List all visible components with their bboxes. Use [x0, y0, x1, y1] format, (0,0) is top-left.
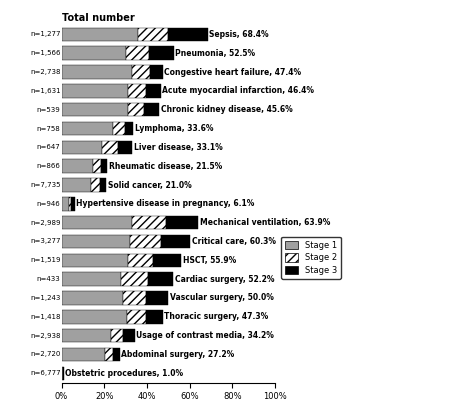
Bar: [110, 329, 123, 342]
Bar: [128, 84, 146, 98]
Text: n=433: n=433: [37, 276, 61, 282]
Bar: [62, 310, 127, 324]
Text: n=1,243: n=1,243: [30, 295, 61, 301]
Text: Mechanical ventilation, 63.9%: Mechanical ventilation, 63.9%: [200, 218, 330, 227]
Text: n=3,277: n=3,277: [30, 238, 61, 245]
Bar: [166, 216, 198, 230]
Text: n=2,989: n=2,989: [30, 220, 61, 225]
Text: Total number: Total number: [62, 13, 134, 23]
Bar: [146, 310, 163, 324]
Bar: [62, 216, 132, 230]
Text: Obstetric procedures, 1.0%: Obstetric procedures, 1.0%: [65, 369, 183, 378]
Bar: [91, 178, 100, 192]
Text: n=647: n=647: [37, 144, 61, 150]
Bar: [123, 329, 135, 342]
Bar: [148, 272, 173, 286]
Bar: [121, 272, 148, 286]
Text: n=1,631: n=1,631: [30, 88, 61, 94]
Text: Thoracic surgery, 47.3%: Thoracic surgery, 47.3%: [164, 312, 268, 321]
Bar: [123, 291, 146, 305]
Text: n=2,938: n=2,938: [30, 333, 61, 339]
Text: HSCT, 55.9%: HSCT, 55.9%: [182, 256, 236, 265]
Bar: [128, 253, 153, 267]
Bar: [153, 253, 181, 267]
Bar: [102, 141, 118, 154]
Text: Rheumatic disease, 21.5%: Rheumatic disease, 21.5%: [109, 162, 222, 171]
Bar: [62, 65, 132, 79]
Text: Lymphoma, 33.6%: Lymphoma, 33.6%: [135, 124, 213, 133]
Bar: [113, 348, 119, 361]
Bar: [62, 235, 130, 248]
Text: Sepsis, 68.4%: Sepsis, 68.4%: [209, 30, 269, 39]
Text: Congestive heart failure, 47.4%: Congestive heart failure, 47.4%: [164, 67, 301, 77]
Legend: Stage 1, Stage 2, Stage 3: Stage 1, Stage 2, Stage 3: [281, 237, 341, 279]
Bar: [62, 103, 128, 116]
Bar: [62, 178, 91, 192]
Bar: [132, 216, 166, 230]
Text: Usage of contrast media, 34.2%: Usage of contrast media, 34.2%: [136, 331, 274, 340]
Bar: [62, 291, 123, 305]
Bar: [62, 122, 113, 135]
Bar: [62, 27, 138, 41]
Text: n=2,738: n=2,738: [30, 69, 61, 75]
Text: Cardiac surgery, 52.2%: Cardiac surgery, 52.2%: [174, 275, 274, 284]
Bar: [146, 84, 161, 98]
Text: Chronic kidney disease, 45.6%: Chronic kidney disease, 45.6%: [161, 105, 292, 114]
Bar: [138, 27, 168, 41]
Bar: [62, 329, 110, 342]
Bar: [149, 47, 173, 60]
Text: n=539: n=539: [37, 106, 61, 113]
Bar: [101, 159, 108, 173]
Bar: [92, 159, 101, 173]
Bar: [126, 47, 149, 60]
Text: n=1,519: n=1,519: [30, 258, 61, 263]
Bar: [62, 366, 63, 380]
Bar: [161, 235, 190, 248]
Text: Acute myocardial infarction, 46.4%: Acute myocardial infarction, 46.4%: [162, 87, 314, 95]
Text: Abdominal surgery, 27.2%: Abdominal surgery, 27.2%: [121, 350, 235, 359]
Text: Critical care, 60.3%: Critical care, 60.3%: [192, 237, 276, 246]
Text: n=1,418: n=1,418: [30, 314, 61, 320]
Text: n=1,277: n=1,277: [30, 31, 61, 37]
Bar: [168, 27, 208, 41]
Text: Hypertensive disease in pregnancy, 6.1%: Hypertensive disease in pregnancy, 6.1%: [76, 199, 255, 208]
Text: Liver disease, 33.1%: Liver disease, 33.1%: [134, 143, 223, 152]
Bar: [62, 197, 69, 210]
Bar: [150, 65, 163, 79]
Text: Pneumonia, 52.5%: Pneumonia, 52.5%: [175, 49, 255, 58]
Bar: [100, 178, 106, 192]
Bar: [62, 141, 102, 154]
Bar: [132, 65, 150, 79]
Bar: [62, 47, 126, 60]
Bar: [128, 103, 144, 116]
Bar: [130, 235, 161, 248]
Bar: [125, 122, 133, 135]
Text: Vascular surgery, 50.0%: Vascular surgery, 50.0%: [170, 293, 274, 302]
Text: n=866: n=866: [36, 163, 61, 169]
Text: n=7,735: n=7,735: [30, 182, 61, 188]
Text: n=1,566: n=1,566: [30, 50, 61, 56]
Bar: [62, 272, 121, 286]
Text: n=2,720: n=2,720: [30, 352, 61, 357]
Text: n=946: n=946: [37, 201, 61, 207]
Bar: [144, 103, 159, 116]
Bar: [127, 310, 146, 324]
Bar: [118, 141, 132, 154]
Bar: [69, 197, 71, 210]
Text: Solid cancer, 21.0%: Solid cancer, 21.0%: [108, 181, 192, 190]
Bar: [146, 291, 168, 305]
Text: n=758: n=758: [37, 126, 61, 131]
Bar: [62, 84, 128, 98]
Bar: [105, 348, 113, 361]
Bar: [113, 122, 125, 135]
Text: n=6,777: n=6,777: [30, 370, 61, 376]
Bar: [71, 197, 74, 210]
Bar: [62, 159, 92, 173]
Bar: [62, 253, 128, 267]
Bar: [62, 348, 105, 361]
